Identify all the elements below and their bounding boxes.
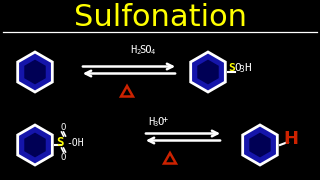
Text: H: H	[244, 63, 251, 73]
Text: O: O	[234, 63, 241, 73]
Text: +: +	[163, 116, 168, 125]
Polygon shape	[249, 133, 271, 157]
Text: 2: 2	[136, 49, 140, 55]
Text: O: O	[60, 123, 66, 132]
Polygon shape	[191, 52, 225, 92]
Text: O: O	[60, 152, 66, 161]
Polygon shape	[18, 52, 52, 92]
Text: S: S	[56, 136, 64, 150]
Text: -OH: -OH	[66, 138, 84, 148]
Text: SO: SO	[139, 45, 151, 55]
Polygon shape	[197, 60, 219, 84]
Polygon shape	[18, 125, 52, 165]
Polygon shape	[243, 125, 277, 165]
Text: H: H	[283, 130, 298, 148]
Text: 3: 3	[154, 121, 158, 127]
Text: S: S	[228, 63, 235, 73]
Text: O: O	[157, 117, 163, 127]
Text: 4: 4	[151, 49, 155, 55]
Text: H: H	[130, 45, 136, 55]
Polygon shape	[24, 133, 46, 157]
Text: Sulfonation: Sulfonation	[74, 3, 246, 31]
Text: 3: 3	[240, 66, 244, 75]
Text: H: H	[148, 117, 154, 127]
Polygon shape	[24, 60, 46, 84]
